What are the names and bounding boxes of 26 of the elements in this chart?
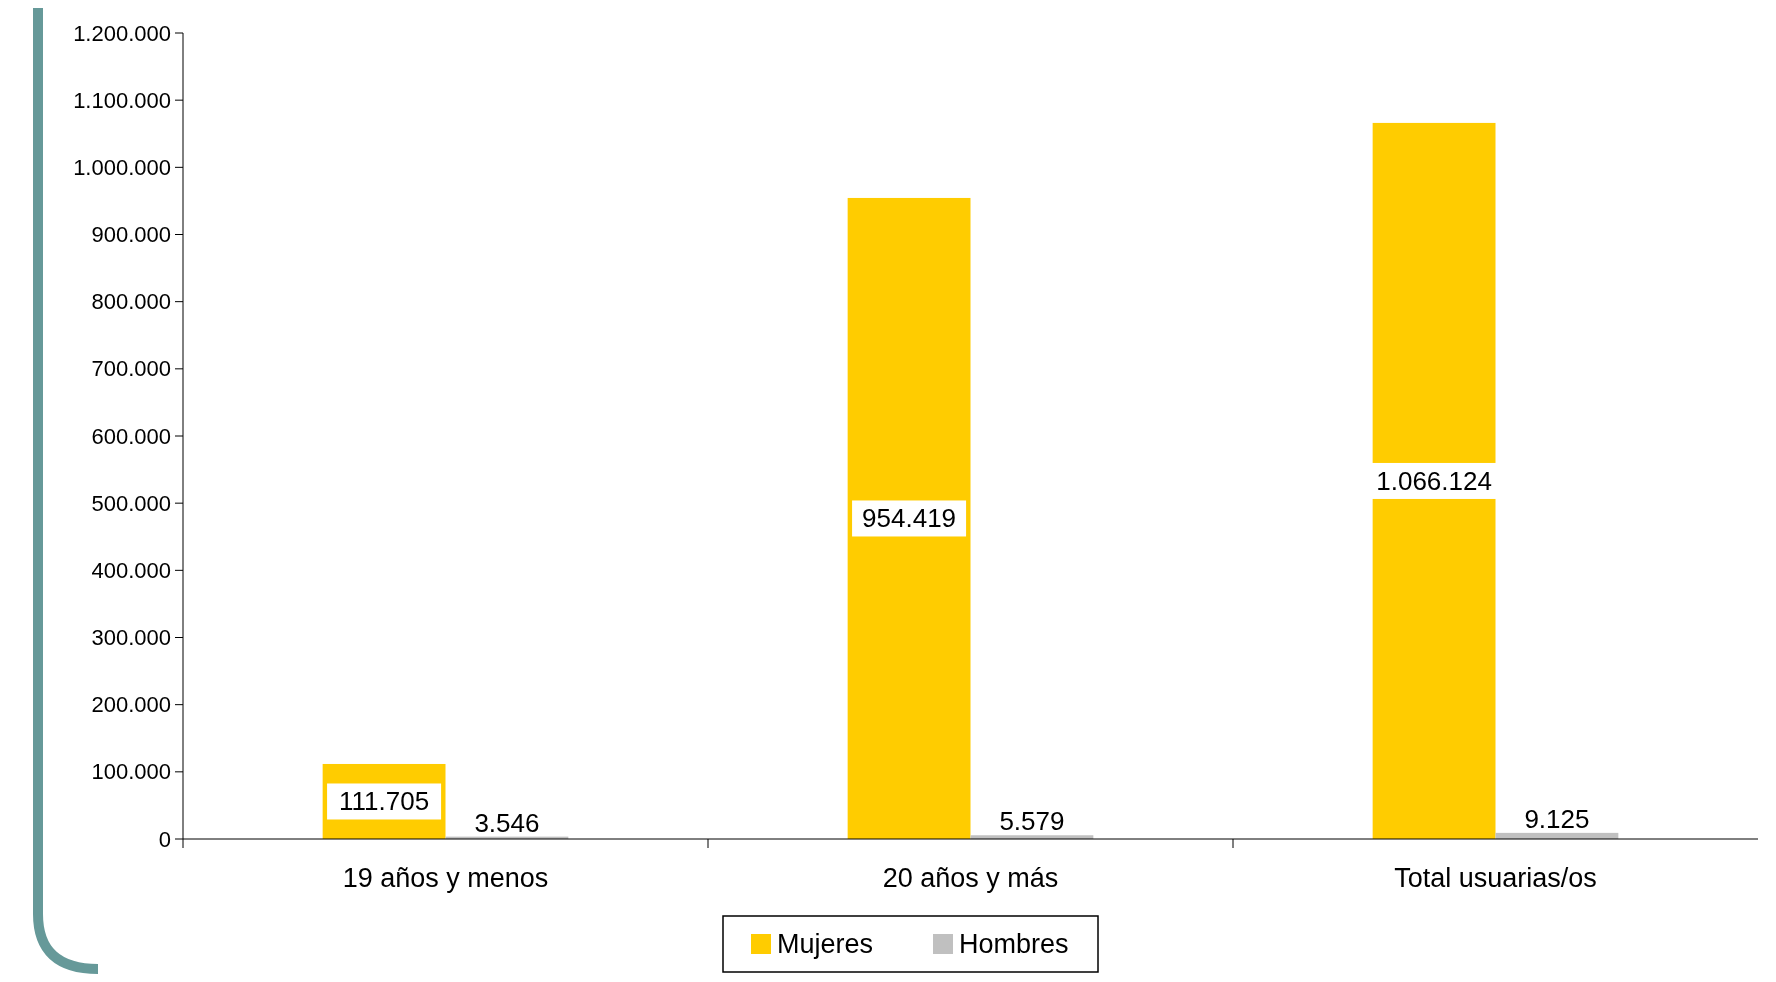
data-label: 954.419 (862, 503, 957, 534)
y-tick-label: 1.200.000 (73, 20, 171, 46)
y-tick-label: 1.000.000 (73, 154, 171, 180)
y-tick-label: 200.000 (91, 692, 171, 718)
y-tick-label: 500.000 (91, 490, 171, 516)
bar (847, 197, 971, 839)
y-tick-label: 800.000 (91, 289, 171, 315)
y-tick-label: 0 (158, 826, 171, 852)
data-label: 111.705 (339, 786, 430, 817)
bar (1372, 122, 1496, 839)
legend-label: Mujeres (777, 929, 874, 959)
x-tick-label: 20 años y más (882, 863, 1059, 893)
data-label: 5.579 (999, 806, 1065, 837)
y-tick-label: 1.100.000 (73, 87, 171, 113)
y-tick-label: 300.000 (91, 625, 171, 650)
y-tick-label: 400.000 (91, 557, 171, 583)
y-tick-label: 600.000 (91, 423, 171, 449)
y-tick-label: 700.000 (91, 356, 171, 382)
y-tick-label: 100.000 (91, 759, 171, 785)
data-label: 9.125 (1524, 803, 1590, 834)
data-label: 3.546 (474, 807, 540, 838)
y-tick-label: 900.000 (91, 222, 171, 247)
legend-label: Hombres (959, 929, 1069, 959)
data-label: 1.066.124 (1376, 465, 1492, 496)
x-tick-label: 19 años y menos (342, 863, 549, 893)
x-tick-label: Total usuarias/os (1394, 863, 1597, 893)
